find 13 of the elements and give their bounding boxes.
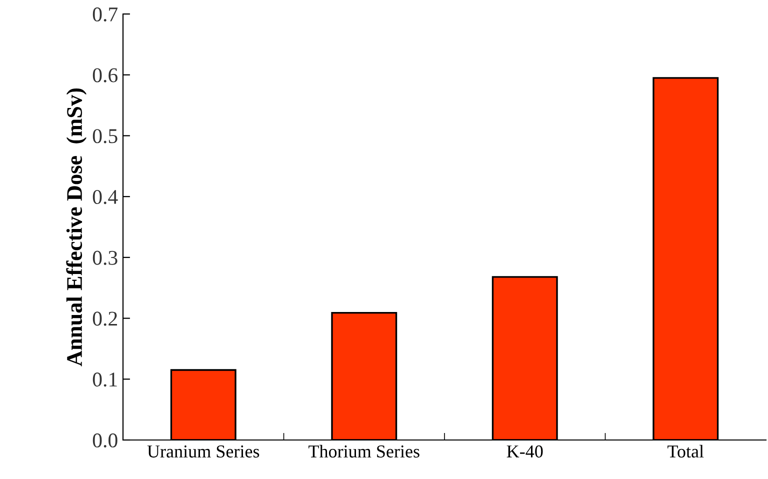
y-axis-title: Annual Effective Dose (mSv) (66, 88, 87, 366)
x-tick-label: K-40 (506, 445, 543, 458)
y-tick-label: 0.3 (92, 250, 118, 265)
x-tick-label: Thorium Series (308, 444, 420, 458)
y-tick-label: 0.5 (92, 129, 118, 144)
x-tick-label: Total (668, 444, 704, 458)
x-tick-label: Uranium Series (147, 445, 260, 458)
y-tick-label: 0.6 (92, 68, 118, 82)
y-tick-label: 0.7 (92, 7, 118, 22)
y-tick-label: 0.2 (92, 312, 117, 326)
y-tick-label: 0.1 (92, 372, 117, 387)
y-tick-label: 0.4 (92, 190, 118, 204)
y-tick-label: 0.0 (92, 433, 118, 448)
